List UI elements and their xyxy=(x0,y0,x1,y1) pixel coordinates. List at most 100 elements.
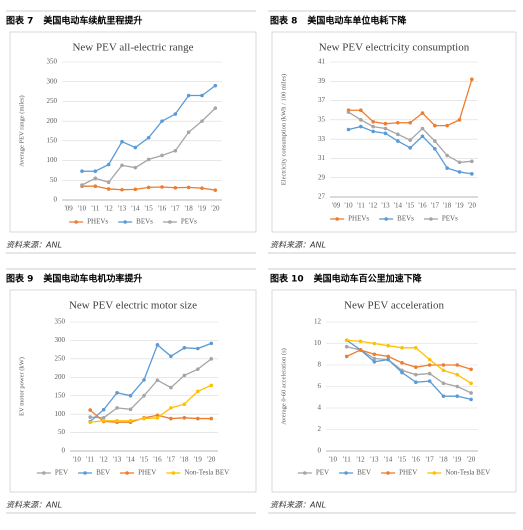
data-point xyxy=(173,185,178,190)
data-point xyxy=(396,139,400,143)
data-point xyxy=(182,346,187,350)
data-point xyxy=(383,121,388,126)
data-point xyxy=(455,363,460,367)
data-point xyxy=(344,344,349,349)
data-point xyxy=(213,106,218,110)
x-tick-label: '11 xyxy=(357,202,366,210)
x-tick-label: '11 xyxy=(91,205,100,213)
data-point xyxy=(115,418,119,423)
data-point xyxy=(408,146,412,150)
y-tick-label: 50 xyxy=(58,428,66,436)
data-point xyxy=(200,186,204,190)
y-tick-label: 100 xyxy=(55,410,66,418)
y-tick-label: 4 xyxy=(318,404,322,412)
legend-label: PHEV xyxy=(399,469,417,477)
x-tick-label: '20 xyxy=(467,456,476,464)
data-point xyxy=(169,406,173,410)
x-tick-label: '13 xyxy=(381,202,390,210)
data-point xyxy=(441,394,446,398)
series-line xyxy=(89,342,212,423)
y-tick-label: 2 xyxy=(318,425,322,433)
data-point xyxy=(469,367,473,372)
data-point xyxy=(146,135,151,140)
data-point xyxy=(408,138,412,142)
chart-title: New PEV all-electric range xyxy=(72,42,193,54)
figure-label: 图表 9 xyxy=(6,273,33,285)
legend-marker xyxy=(168,220,172,224)
data-point xyxy=(383,131,388,136)
x-tick-label: '17 xyxy=(426,456,435,464)
series-line xyxy=(90,384,212,423)
x-tick-label: '12 xyxy=(100,456,109,464)
data-point xyxy=(414,380,418,385)
source-note: 资料来源：ANL xyxy=(270,241,326,250)
data-point xyxy=(455,384,460,389)
data-point xyxy=(445,166,449,170)
figure-label: 图表 10 xyxy=(270,273,304,285)
legend-label: PEVs xyxy=(442,215,458,223)
y-tick-label: 31 xyxy=(318,154,326,162)
y-tick-label: 0 xyxy=(54,196,58,204)
x-tick-label: '10 xyxy=(78,205,87,213)
data-point xyxy=(433,123,437,128)
legend-label: Non-Tesla BEV xyxy=(445,469,490,477)
x-tick-label: '16 xyxy=(412,456,421,464)
legend-label: BEV xyxy=(96,469,110,477)
series-line xyxy=(346,339,472,401)
y-axis-label: Average PEV range (miles) xyxy=(18,95,25,166)
y-tick-label: 300 xyxy=(47,77,58,85)
data-point xyxy=(155,378,160,383)
x-tick-label: '14 xyxy=(394,202,403,210)
data-point xyxy=(386,357,390,362)
data-point xyxy=(155,413,160,418)
data-point xyxy=(142,416,146,421)
data-point xyxy=(372,352,377,357)
x-tick-label: '10 xyxy=(329,456,338,464)
series-line xyxy=(89,409,212,423)
data-point xyxy=(344,338,349,343)
data-point xyxy=(169,385,173,390)
y-tick-label: 27 xyxy=(318,193,326,201)
y-tick-label: 250 xyxy=(47,97,58,105)
chart-frame xyxy=(9,31,257,233)
data-point xyxy=(383,126,388,131)
legend-label: BEVs xyxy=(136,218,153,226)
legend-marker xyxy=(125,471,129,475)
data-point xyxy=(169,416,173,421)
x-tick-label: '15 xyxy=(398,456,407,464)
data-point xyxy=(106,180,111,185)
data-point xyxy=(155,343,160,347)
data-point xyxy=(346,127,351,132)
figure-label: 图表 8 xyxy=(270,15,297,27)
legend-marker xyxy=(42,471,46,475)
y-tick-label: 0 xyxy=(62,447,66,455)
data-point xyxy=(386,343,390,348)
x-tick-label: '10 xyxy=(73,456,82,464)
x-tick-label: '15 xyxy=(145,205,154,213)
legend-label: BEVs xyxy=(397,215,414,223)
y-tick-label: 29 xyxy=(318,173,326,181)
y-tick-label: 250 xyxy=(55,354,66,362)
y-tick-label: 350 xyxy=(55,318,66,326)
data-point xyxy=(128,393,133,398)
legend-label: PHEVs xyxy=(87,218,108,226)
x-tick-label: '11 xyxy=(343,456,352,464)
data-point xyxy=(120,187,124,192)
legend-label: PEV xyxy=(316,469,329,477)
data-point xyxy=(106,187,111,191)
x-tick-label: '12 xyxy=(369,202,378,210)
data-point xyxy=(115,390,119,395)
data-point xyxy=(196,367,200,371)
source-note: 资料来源：ANL xyxy=(270,501,326,510)
data-point xyxy=(408,120,412,125)
data-point xyxy=(359,108,363,113)
legend-label: BEV xyxy=(357,469,371,477)
data-point xyxy=(133,165,138,170)
data-point xyxy=(427,363,432,367)
data-point xyxy=(128,407,133,412)
legend-marker xyxy=(171,471,176,475)
data-point xyxy=(346,110,351,114)
x-tick-label: '12 xyxy=(356,456,365,464)
data-point xyxy=(196,389,200,394)
